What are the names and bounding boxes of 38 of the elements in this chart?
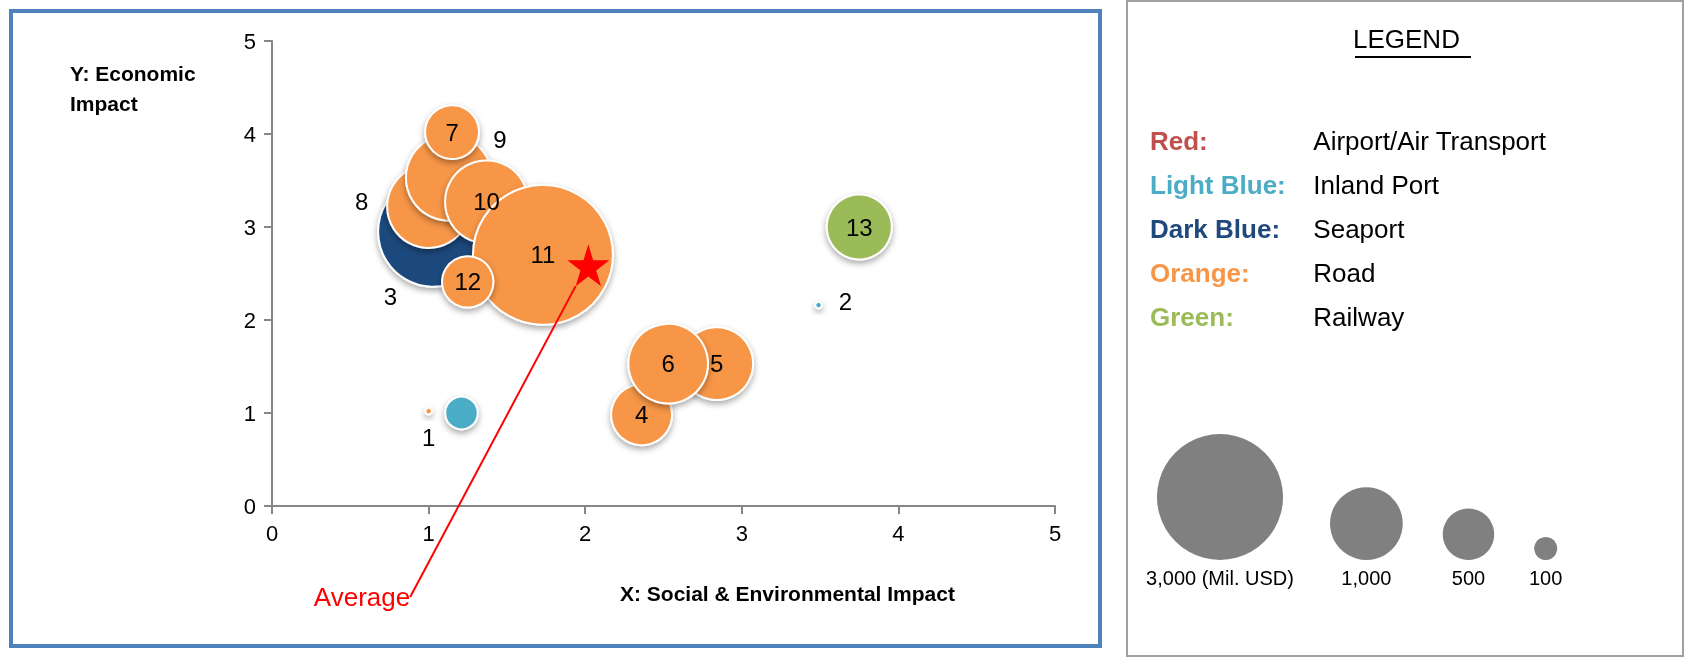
y-tick-label: 3 (243, 214, 256, 240)
annotation: 12 (454, 268, 482, 296)
y-tick-label: 4 (243, 121, 256, 147)
annotation: 1 (421, 423, 436, 451)
annotation: 4 (634, 401, 649, 429)
y-tick-label: 5 (243, 28, 256, 54)
x-tick-label: 2 (579, 520, 592, 546)
text: Dark Blue: Seaport (1150, 214, 1405, 244)
y-tick-label: 0 (243, 493, 256, 519)
annotation: 10 (473, 188, 500, 216)
x-tick-label: 1 (422, 520, 435, 546)
x-tick-label: 0 (265, 520, 279, 546)
annotation: 7 (445, 118, 459, 146)
annotation: 2 (838, 287, 853, 315)
text: Red: Airport/Air Transport (1150, 126, 1546, 156)
legend-label: 100 (1529, 567, 1563, 589)
y-tick-label: 2 (243, 307, 256, 333)
annotation: 5 (710, 350, 724, 378)
annotation: 3 (383, 283, 397, 311)
x-tick-label: 5 (1048, 520, 1062, 546)
text: Light Blue: Inland Port (1150, 170, 1440, 200)
annotation: 11 (530, 241, 556, 269)
text: Orange: Road (1150, 258, 1376, 288)
text: Average (313, 582, 411, 612)
legend-label: 3,000 (Mil. USD) (1146, 567, 1294, 589)
x-tick-label: 3 (735, 520, 748, 546)
legend-label: 1,000 (1341, 567, 1392, 589)
x-tick-label: 4 (892, 520, 905, 546)
annotation: 13 (845, 213, 873, 241)
legend-title: LEGEND (1353, 24, 1460, 54)
y-tick-label: 1 (243, 400, 256, 426)
x-axis-title: X: Social & Environmental Impact (620, 582, 955, 605)
annotation: 6 (661, 350, 675, 378)
y-axis-title: Y: Economic Impact (70, 61, 202, 115)
legend-label: 500 (1451, 567, 1486, 589)
annotation: 8 (354, 188, 369, 216)
annotation: 9 (493, 126, 507, 154)
text: Green: Railway (1150, 302, 1405, 332)
